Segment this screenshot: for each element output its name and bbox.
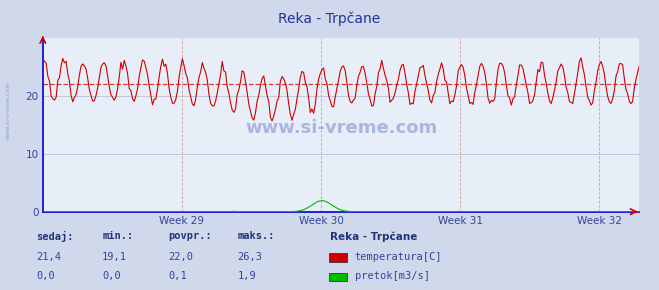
Text: sedaj:: sedaj: [36, 231, 74, 242]
Text: 26,3: 26,3 [237, 252, 262, 262]
Text: min.:: min.: [102, 231, 133, 241]
Text: pretok[m3/s]: pretok[m3/s] [355, 271, 430, 281]
Text: www.si-vreme.com: www.si-vreme.com [5, 80, 11, 140]
Text: 1,9: 1,9 [237, 271, 256, 281]
Text: 21,4: 21,4 [36, 252, 61, 262]
Text: Reka - Trpčane: Reka - Trpčane [330, 231, 417, 242]
Text: www.si-vreme.com: www.si-vreme.com [245, 119, 437, 137]
Text: 0,1: 0,1 [168, 271, 186, 281]
Text: maks.:: maks.: [237, 231, 275, 241]
Text: 0,0: 0,0 [36, 271, 55, 281]
Text: Reka - Trpčane: Reka - Trpčane [278, 12, 381, 26]
Text: povpr.:: povpr.: [168, 231, 212, 241]
Text: temperatura[C]: temperatura[C] [355, 252, 442, 262]
Text: 0,0: 0,0 [102, 271, 121, 281]
Text: 22,0: 22,0 [168, 252, 193, 262]
Text: 19,1: 19,1 [102, 252, 127, 262]
